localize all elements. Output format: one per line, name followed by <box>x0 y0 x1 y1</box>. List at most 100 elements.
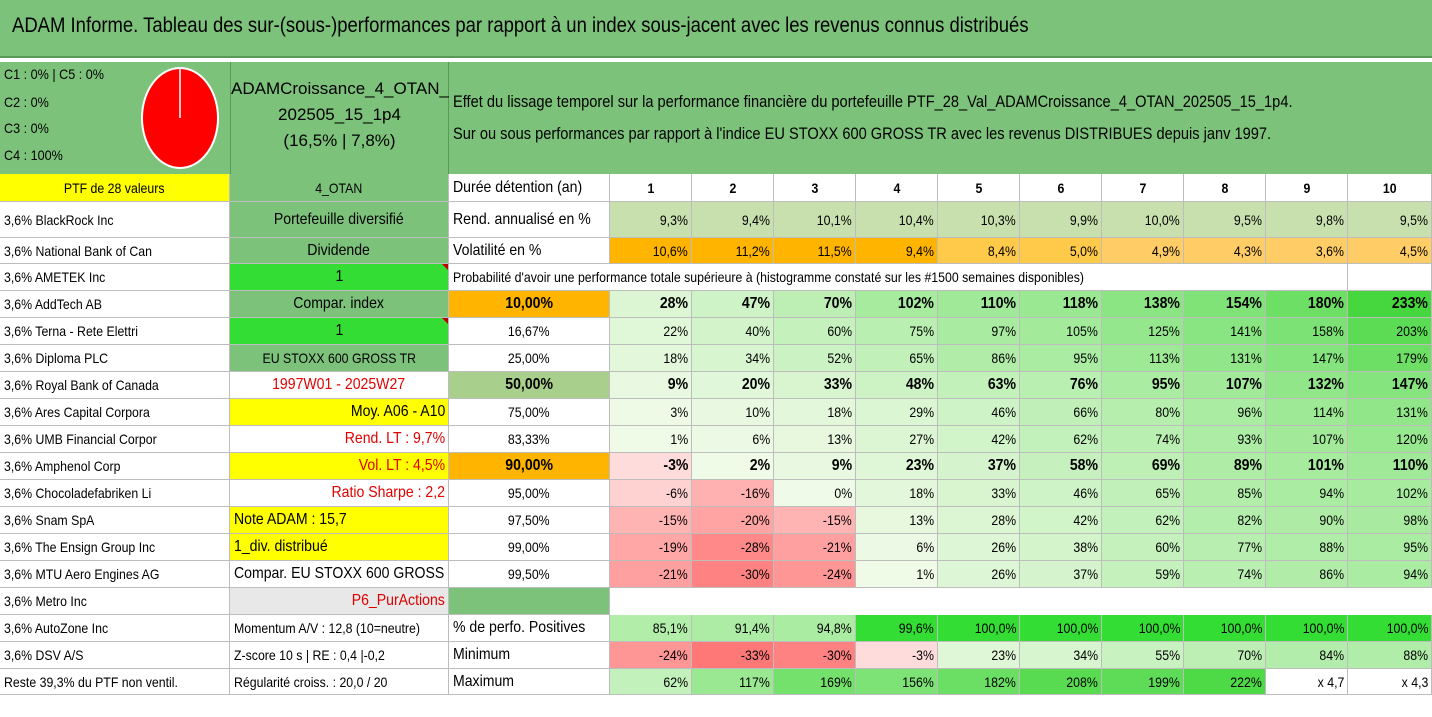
info-cell[interactable]: Note ADAM : 15,7 <box>230 507 449 534</box>
probability-level[interactable]: 99,00% <box>449 534 610 561</box>
probability-value[interactable]: 95% <box>1102 372 1184 399</box>
probability-value[interactable]: 34% <box>692 345 774 372</box>
holding-row[interactable]: 3,6% Metro Inc <box>0 588 230 615</box>
probability-value[interactable]: 27% <box>856 426 938 453</box>
year-header[interactable]: 10 <box>1348 174 1432 202</box>
probability-level[interactable]: 16,67% <box>449 318 610 345</box>
info-cell[interactable]: 1 <box>230 318 449 345</box>
max-value[interactable]: x 4,3 <box>1348 669 1432 695</box>
pos-value[interactable]: 99,6% <box>856 615 938 642</box>
probability-value[interactable]: -24% <box>774 561 856 588</box>
probability-value[interactable]: 158% <box>1266 318 1348 345</box>
probability-value[interactable]: 6% <box>856 534 938 561</box>
probability-value[interactable]: 48% <box>856 372 938 399</box>
info-cell[interactable]: Rend. LT : 9,7% <box>230 426 449 453</box>
probability-value[interactable]: 42% <box>938 426 1020 453</box>
probability-value[interactable]: -30% <box>692 561 774 588</box>
info-cell[interactable]: 4_OTAN <box>230 174 449 202</box>
probability-value[interactable]: -21% <box>610 561 692 588</box>
probability-value[interactable]: 101% <box>1266 453 1348 480</box>
probability-value[interactable]: -21% <box>774 534 856 561</box>
year-header[interactable]: 9 <box>1266 174 1348 202</box>
info-cell[interactable]: Régularité croiss. : 20,0 / 20 <box>230 669 449 695</box>
probability-value[interactable]: 131% <box>1348 399 1432 426</box>
year-header[interactable]: 5 <box>938 174 1020 202</box>
min-label[interactable]: Minimum <box>449 642 610 669</box>
holdings-header[interactable]: PTF de 28 valeurs <box>0 174 230 202</box>
probability-value[interactable]: 18% <box>856 480 938 507</box>
probability-value[interactable]: 179% <box>1348 345 1432 372</box>
rend-value[interactable]: 9,3% <box>610 202 692 238</box>
year-header[interactable]: 4 <box>856 174 938 202</box>
probability-value[interactable]: 86% <box>938 345 1020 372</box>
probability-value[interactable]: 52% <box>774 345 856 372</box>
probability-value[interactable]: 40% <box>692 318 774 345</box>
max-label[interactable]: Maximum <box>449 669 610 695</box>
probability-value[interactable]: 59% <box>1102 561 1184 588</box>
probability-value[interactable]: 62% <box>1102 507 1184 534</box>
max-value[interactable]: 156% <box>856 669 938 695</box>
info-cell[interactable]: P6_PurActions <box>230 588 449 615</box>
probability-value[interactable]: 9% <box>610 372 692 399</box>
probability-value[interactable]: 1% <box>610 426 692 453</box>
probability-value[interactable]: 66% <box>1020 399 1102 426</box>
holding-row[interactable]: 3,6% DSV A/S <box>0 642 230 669</box>
duration-label[interactable]: Durée détention (an) <box>449 174 610 202</box>
info-cell[interactable]: 1997W01 - 2025W27 <box>230 372 449 399</box>
holding-row[interactable]: 3,6% Diploma PLC <box>0 345 230 372</box>
probability-value[interactable]: 203% <box>1348 318 1432 345</box>
max-value[interactable]: 169% <box>774 669 856 695</box>
probability-value[interactable]: 131% <box>1184 345 1266 372</box>
probability-value[interactable]: 33% <box>938 480 1020 507</box>
max-value[interactable]: 182% <box>938 669 1020 695</box>
probability-value[interactable]: 88% <box>1266 534 1348 561</box>
min-value[interactable]: 84% <box>1266 642 1348 669</box>
probability-value[interactable]: 102% <box>1348 480 1432 507</box>
rend-value[interactable]: 10,4% <box>856 202 938 238</box>
max-value[interactable]: 199% <box>1102 669 1184 695</box>
year-header[interactable]: 7 <box>1102 174 1184 202</box>
pos-value[interactable]: 100,0% <box>1184 615 1266 642</box>
rend-value[interactable]: 10,3% <box>938 202 1020 238</box>
pos-label[interactable]: % de perfo. Positives <box>449 615 610 642</box>
rend-value[interactable]: 10,0% <box>1102 202 1184 238</box>
probability-value[interactable]: 13% <box>856 507 938 534</box>
pos-value[interactable]: 100,0% <box>1348 615 1432 642</box>
probability-level[interactable]: 50,00% <box>449 372 610 399</box>
vol-value[interactable]: 10,6% <box>610 238 692 264</box>
separator-cell[interactable] <box>449 588 610 615</box>
holding-row[interactable]: 3,6% AMETEK Inc <box>0 264 230 291</box>
probability-value[interactable]: -28% <box>692 534 774 561</box>
probability-value[interactable]: 37% <box>938 453 1020 480</box>
rend-value[interactable]: 9,8% <box>1266 202 1348 238</box>
min-value[interactable]: 88% <box>1348 642 1432 669</box>
probability-value[interactable]: 18% <box>610 345 692 372</box>
probability-value[interactable]: 102% <box>856 291 938 318</box>
probability-value[interactable]: 89% <box>1184 453 1266 480</box>
max-value[interactable]: 222% <box>1184 669 1266 695</box>
probability-value[interactable]: 80% <box>1102 399 1184 426</box>
rend-value[interactable]: 10,1% <box>774 202 856 238</box>
holding-row[interactable]: 3,6% AddTech AB <box>0 291 230 318</box>
info-cell[interactable]: EU STOXX 600 GROSS TR <box>230 345 449 372</box>
probability-value[interactable]: 107% <box>1184 372 1266 399</box>
probability-value[interactable]: 0% <box>774 480 856 507</box>
probability-value[interactable]: 82% <box>1184 507 1266 534</box>
probability-value[interactable]: 22% <box>610 318 692 345</box>
probability-value[interactable]: 46% <box>1020 480 1102 507</box>
vol-value[interactable]: 4,9% <box>1102 238 1184 264</box>
probability-value[interactable]: 154% <box>1184 291 1266 318</box>
info-cell[interactable]: Vol. LT : 4,5% <box>230 453 449 480</box>
probability-level[interactable]: 95,00% <box>449 480 610 507</box>
holding-row[interactable]: 3,6% UMB Financial Corpor <box>0 426 230 453</box>
probability-value[interactable]: 114% <box>1266 399 1348 426</box>
probability-value[interactable]: 147% <box>1348 372 1432 399</box>
holding-row[interactable]: 3,6% Snam SpA <box>0 507 230 534</box>
probability-level[interactable]: 75,00% <box>449 399 610 426</box>
probability-level[interactable]: 97,50% <box>449 507 610 534</box>
info-cell[interactable]: Compar. EU STOXX 600 GROSS TR <box>230 561 449 588</box>
info-cell[interactable]: Ratio Sharpe : 2,2 <box>230 480 449 507</box>
probability-value[interactable]: 107% <box>1266 426 1348 453</box>
probability-value[interactable]: 58% <box>1020 453 1102 480</box>
probability-value[interactable]: 147% <box>1266 345 1348 372</box>
